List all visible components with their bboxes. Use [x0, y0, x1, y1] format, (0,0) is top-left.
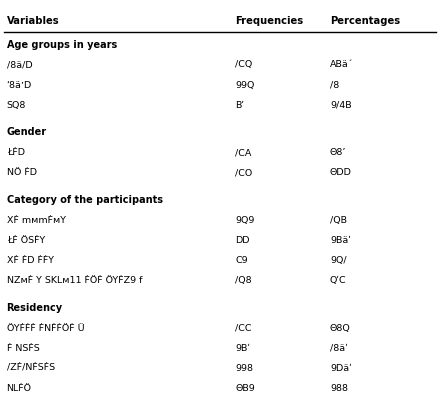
Text: Θ8’: Θ8’: [330, 148, 346, 157]
Text: NLḞÖ: NLḞÖ: [7, 384, 32, 393]
Text: /CC: /CC: [235, 324, 252, 333]
Text: C9: C9: [235, 256, 248, 265]
Text: /CQ: /CQ: [235, 60, 253, 69]
Text: 99Q: 99Q: [235, 80, 254, 89]
Text: Gender: Gender: [7, 128, 47, 137]
Text: Percentages: Percentages: [330, 16, 400, 27]
Text: QʹC: QʹC: [330, 276, 347, 285]
Text: /8ä/D: /8ä/D: [7, 60, 32, 69]
Text: Category of the participants: Category of the participants: [7, 195, 162, 205]
Text: /CO: /CO: [235, 168, 253, 177]
Text: Θ8Q: Θ8Q: [330, 324, 351, 333]
Text: 9Q9: 9Q9: [235, 215, 254, 225]
Text: ‘8äʼD: ‘8äʼD: [7, 80, 32, 89]
Text: /QB: /QB: [330, 215, 347, 225]
Text: /Q8: /Q8: [235, 276, 252, 285]
Text: 998: 998: [235, 364, 253, 373]
Text: XḞ mᴍmḞᴍY: XḞ mᴍmḞᴍY: [7, 215, 66, 225]
Text: /8: /8: [330, 80, 339, 89]
Text: ÖYḞḞḞ ḞNḞḞÖḞ Ü: ÖYḞḞḞ ḞNḞḞÖḞ Ü: [7, 324, 84, 333]
Text: NZᴍḞ Y SKLᴍ11 ḞÖḞ ÖYḞZ9 f: NZᴍḞ Y SKLᴍ11 ḞÖḞ ÖYḞZ9 f: [7, 276, 142, 285]
Text: /ZḞ/NḞSḞS: /ZḞ/NḞSḞS: [7, 364, 55, 373]
Text: ΘB9: ΘB9: [235, 384, 255, 393]
Text: ŁḞD: ŁḞD: [7, 148, 25, 157]
Text: NÖ ḞD: NÖ ḞD: [7, 168, 37, 177]
Text: Ḟ NSḞS: Ḟ NSḞS: [7, 344, 39, 353]
Text: ABä´: ABä´: [330, 60, 353, 69]
Text: Bʹ: Bʹ: [235, 101, 244, 110]
Text: ΘDD: ΘDD: [330, 168, 352, 177]
Text: DD: DD: [235, 236, 249, 245]
Text: ŁḞ ÖSḞY: ŁḞ ÖSḞY: [7, 236, 45, 245]
Text: Frequencies: Frequencies: [235, 16, 303, 27]
Text: 9Q/: 9Q/: [330, 256, 347, 265]
Text: /CA: /CA: [235, 148, 252, 157]
Text: /8äʹ: /8äʹ: [330, 344, 348, 353]
Text: XḞ ḞD ḞḞY: XḞ ḞD ḞḞY: [7, 256, 54, 265]
Text: 9Bʹ: 9Bʹ: [235, 344, 250, 353]
Text: 9/4B: 9/4B: [330, 101, 352, 110]
Text: Variables: Variables: [7, 16, 59, 27]
Text: Residency: Residency: [7, 303, 62, 313]
Text: Age groups in years: Age groups in years: [7, 40, 117, 50]
Text: SQ8: SQ8: [7, 101, 26, 110]
Text: 9Bäʹ: 9Bäʹ: [330, 236, 351, 245]
Text: 9Däʹ: 9Däʹ: [330, 364, 352, 373]
Text: 988: 988: [330, 384, 348, 393]
